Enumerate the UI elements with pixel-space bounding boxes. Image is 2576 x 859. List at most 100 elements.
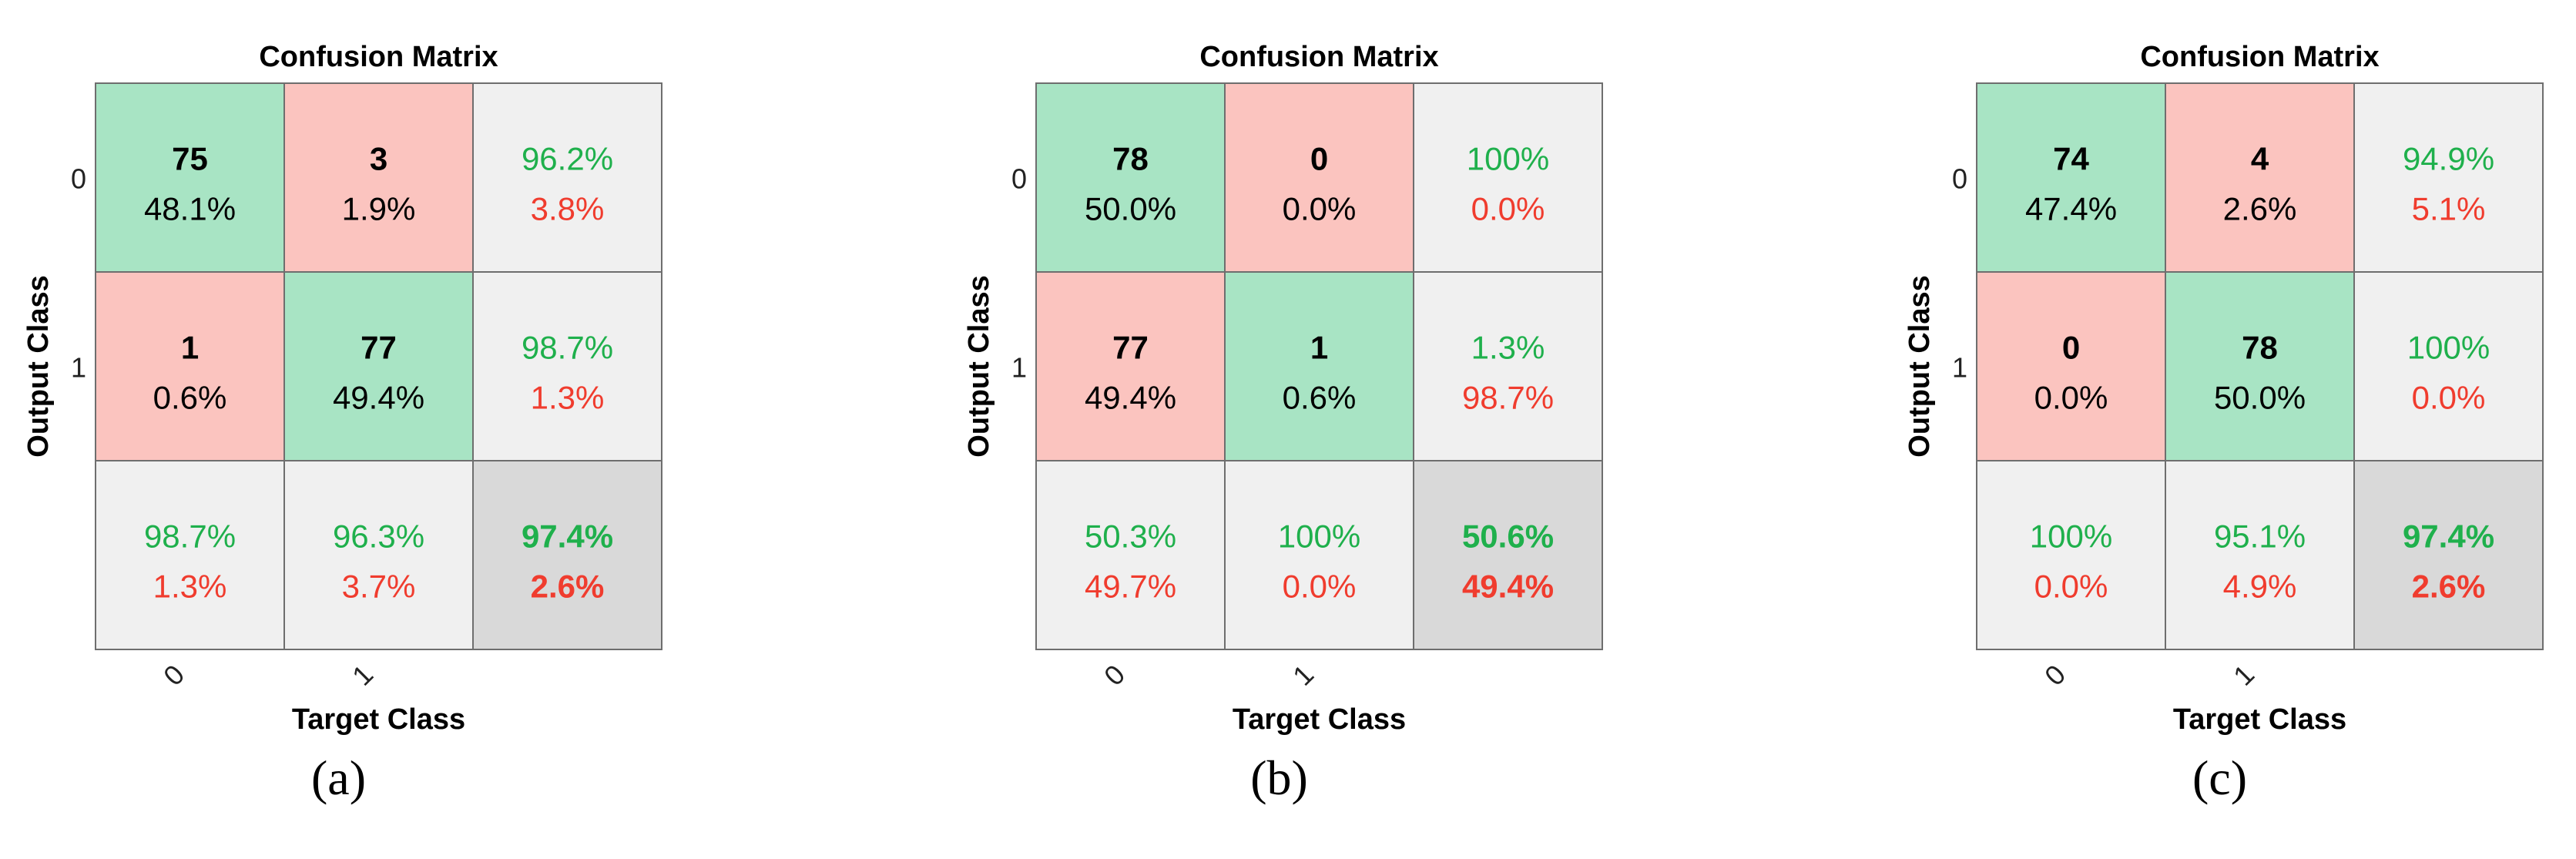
correct-cell	[283, 271, 474, 461]
column-error-rate: 0.0%	[2034, 569, 2108, 605]
cell-count: 74	[2053, 141, 2089, 177]
row-error-rate: 1.3%	[531, 380, 605, 416]
overall-error: 49.4%	[1462, 569, 1554, 605]
x-axis-label: Target Class	[1233, 703, 1406, 736]
y-tick-label: 1	[1011, 352, 1027, 384]
row-precision: 94.9%	[2403, 141, 2494, 177]
cell-percent: 49.4%	[1085, 380, 1176, 416]
x-axis-label: Target Class	[292, 703, 465, 736]
overall-accuracy: 97.4%	[522, 518, 613, 555]
x-tick-label: 1	[346, 659, 379, 692]
y-axis-label: Output Class	[963, 275, 995, 457]
summary-cell	[472, 82, 662, 273]
cell-count: 1	[181, 330, 199, 366]
row-error-rate: 0.0%	[2412, 380, 2486, 416]
y-axis-label: Output Class	[22, 275, 55, 457]
row-precision: 1.3%	[1471, 330, 1545, 366]
overall-accuracy-cell	[472, 460, 662, 650]
column-error-rate: 4.9%	[2223, 569, 2297, 605]
summary-cell	[2353, 82, 2544, 273]
chart-title: Confusion Matrix	[2140, 41, 2379, 73]
error-cell	[1976, 271, 2166, 461]
y-tick-label: 0	[71, 163, 86, 195]
confusion-matrix-panel: 74 47.4% 4 2.6% 0 0.0% 78 50.0% 94.9% 5.1% 100% 0.0…	[1903, 41, 2544, 805]
row-error-rate: 0.0%	[1471, 191, 1545, 227]
x-axis-label: Target Class	[2173, 703, 2346, 736]
y-axis-label: Output Class	[1903, 275, 1936, 457]
error-cell	[1035, 271, 1226, 461]
chart-title: Confusion Matrix	[259, 41, 498, 73]
correct-cell	[1976, 82, 2166, 273]
column-recall: 100%	[2030, 518, 2112, 555]
column-error-rate: 1.3%	[153, 569, 227, 605]
cell-percent: 50.0%	[2214, 380, 2306, 416]
cell-count: 78	[1112, 141, 1149, 177]
overall-error: 2.6%	[2412, 569, 2486, 605]
y-tick-label: 1	[1952, 352, 1967, 384]
cell-count: 77	[361, 330, 397, 366]
cell-percent: 0.6%	[153, 380, 227, 416]
subfigure-caption: (b)	[1250, 750, 1308, 805]
correct-cell	[1035, 82, 1226, 273]
cell-percent: 0.6%	[1283, 380, 1357, 416]
x-tick-label: 1	[1286, 659, 1320, 692]
x-tick-label: 0	[2038, 659, 2071, 692]
error-cell	[95, 271, 285, 461]
subfigure-caption: (c)	[2192, 750, 2247, 805]
cell-count: 75	[172, 141, 208, 177]
row-error-rate: 5.1%	[2412, 191, 2486, 227]
overall-accuracy-cell	[2353, 460, 2544, 650]
column-recall: 96.3%	[333, 518, 424, 555]
cell-percent: 0.0%	[2034, 380, 2108, 416]
correct-cell	[95, 82, 285, 273]
summary-cell	[472, 271, 662, 461]
error-cell	[283, 82, 474, 273]
row-error-rate: 3.8%	[531, 191, 605, 227]
column-error-rate: 49.7%	[1085, 569, 1176, 605]
summary-cell	[95, 460, 285, 650]
overall-accuracy-cell	[1413, 460, 1603, 650]
x-tick-label: 0	[1098, 659, 1131, 692]
cell-count: 77	[1112, 330, 1149, 366]
y-tick-label: 1	[71, 352, 86, 384]
cell-percent: 0.0%	[1283, 191, 1357, 227]
column-error-rate: 3.7%	[342, 569, 416, 605]
error-cell	[2165, 82, 2355, 273]
summary-cell	[1976, 460, 2166, 650]
cell-count: 4	[2251, 141, 2269, 177]
cell-count: 1	[1310, 330, 1328, 366]
x-tick-label: 0	[157, 659, 190, 692]
summary-cell	[1413, 82, 1603, 273]
cell-percent: 2.6%	[2223, 191, 2297, 227]
y-tick-label: 0	[1011, 163, 1027, 195]
cell-percent: 49.4%	[333, 380, 424, 416]
summary-cell	[1413, 271, 1603, 461]
y-tick-label: 0	[1952, 163, 1967, 195]
cell-count: 3	[370, 141, 387, 177]
overall-accuracy: 50.6%	[1462, 518, 1554, 555]
cell-count: 0	[1310, 141, 1328, 177]
cell-percent: 1.9%	[342, 191, 416, 227]
column-recall: 100%	[1278, 518, 1360, 555]
column-error-rate: 0.0%	[1283, 569, 1357, 605]
overall-accuracy: 97.4%	[2403, 518, 2494, 555]
summary-cell	[1224, 460, 1414, 650]
error-cell	[1224, 82, 1414, 273]
summary-cell	[283, 460, 474, 650]
cell-count: 0	[2062, 330, 2080, 366]
confusion-matrix-panel: 78 50.0% 0 0.0% 77 49.4% 1 0.6% 100% 0.0% 1.3% 98.7…	[963, 41, 1603, 805]
row-precision: 100%	[2407, 330, 2490, 366]
confusion-matrix-panel: 75 48.1% 3 1.9% 1 0.6% 77 49.4% 96.2% 3.8% 98.7% 1.…	[22, 41, 662, 805]
column-recall: 50.3%	[1085, 518, 1176, 555]
cell-percent: 48.1%	[144, 191, 236, 227]
subfigure-caption: (a)	[311, 750, 366, 805]
summary-cell	[1035, 460, 1226, 650]
x-tick-label: 1	[2227, 659, 2260, 692]
row-error-rate: 98.7%	[1462, 380, 1554, 416]
chart-title: Confusion Matrix	[1199, 41, 1438, 73]
cell-percent: 50.0%	[1085, 191, 1176, 227]
column-recall: 95.1%	[2214, 518, 2306, 555]
row-precision: 96.2%	[522, 141, 613, 177]
summary-cell	[2353, 271, 2544, 461]
